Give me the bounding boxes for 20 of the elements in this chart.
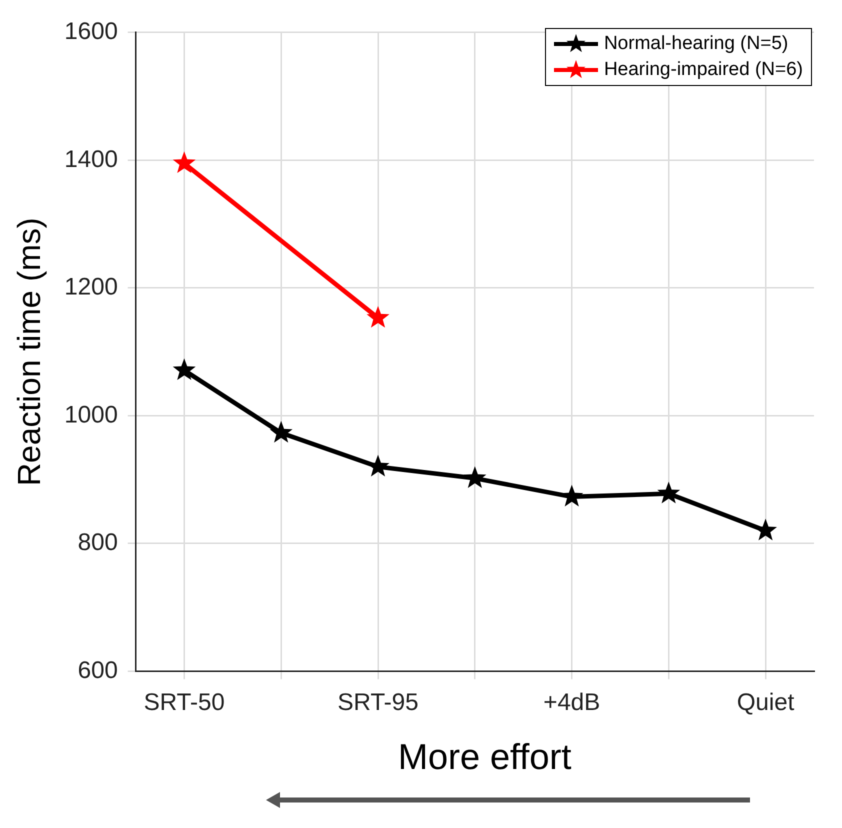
x-tick-label: SRT-50 [144, 689, 225, 716]
point [366, 306, 390, 328]
point [657, 482, 680, 504]
legend-label: Normal-hearing (N=5) [604, 33, 788, 54]
y-tick-label: 600 [78, 656, 118, 684]
y-tick-label: 1600 [64, 18, 118, 46]
point [270, 420, 293, 443]
text: More effort [398, 736, 572, 778]
point [463, 466, 486, 488]
x-tick-label: +4dB [543, 689, 600, 716]
x-tick-label: Quiet [736, 689, 795, 716]
legend-label: Hearing-impaired (N=6) [604, 59, 803, 80]
x-tick-label: SRT-95 [338, 689, 418, 716]
y-tick-label: 1400 [64, 146, 118, 173]
y-axis-title: Reaction time (ms) [11, 218, 48, 486]
y-tick-label: 1000 [64, 401, 118, 428]
y-tick-label: 800 [78, 529, 118, 556]
point [172, 151, 196, 174]
y-tick-label: 1200 [64, 274, 118, 301]
point [172, 358, 196, 380]
